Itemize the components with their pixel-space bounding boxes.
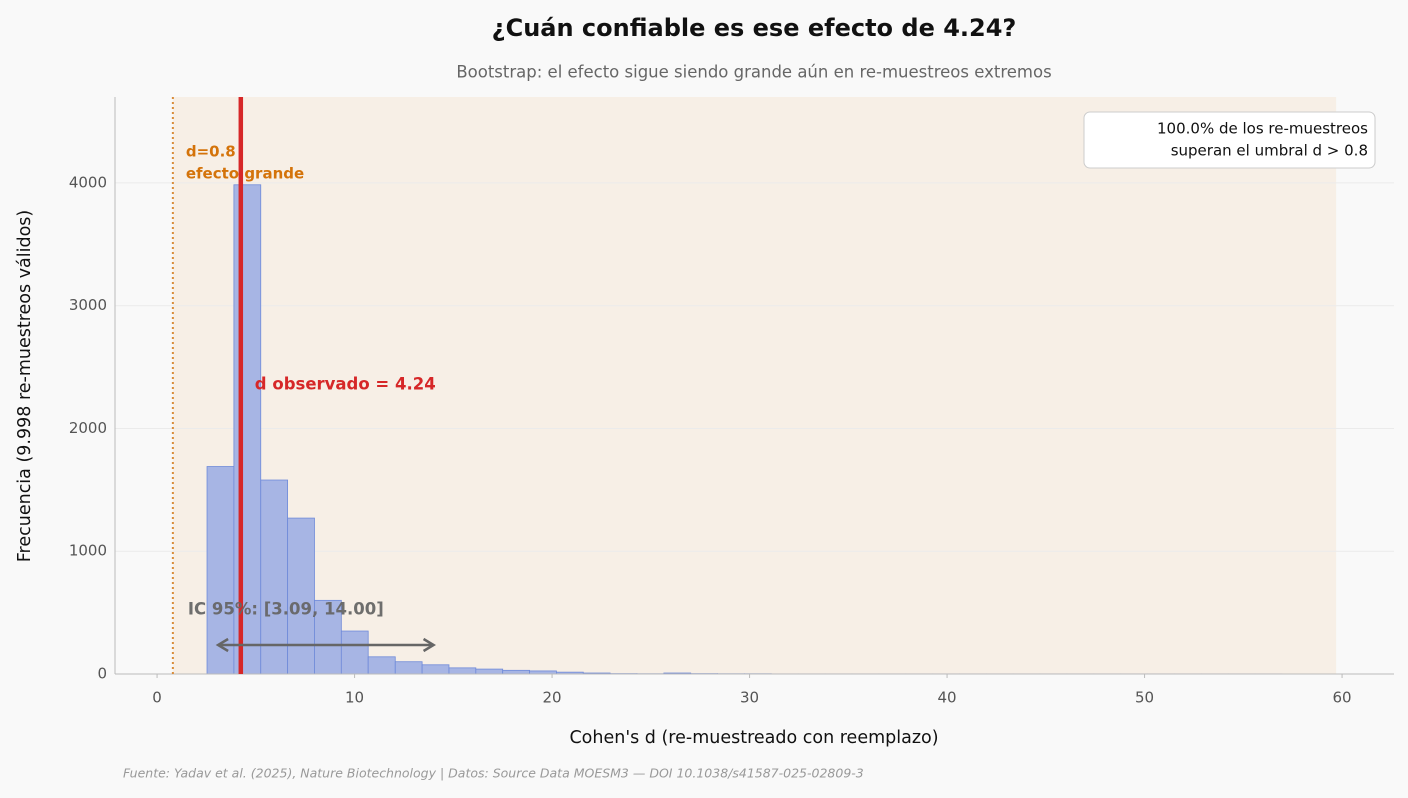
x-tick-label: 30	[740, 689, 759, 707]
chart-title: ¿Cuán confiable es ese efecto de 4.24?	[492, 14, 1017, 42]
bar	[314, 599, 342, 675]
bar	[367, 656, 396, 675]
y-tick-label: 0	[97, 665, 107, 683]
chart-subtitle: Bootstrap: el efecto sigue siendo grande…	[456, 63, 1051, 82]
bar	[421, 664, 450, 675]
bar	[502, 669, 530, 675]
y-tick-label: 1000	[69, 542, 107, 560]
bar	[260, 479, 289, 675]
summary-text: 100.0% de los re-muestreos	[1157, 120, 1368, 138]
source-note: Fuente: Yadav et al. (2025), Nature Biot…	[123, 766, 864, 781]
bar	[475, 668, 504, 675]
x-axis-label: Cohen's d (re-muestreado con reemplazo)	[569, 728, 938, 748]
threshold-label: efecto grande	[186, 165, 304, 183]
y-axis-label: Frecuencia (9.998 re-muestreos válidos)	[15, 210, 35, 563]
x-tick-label: 50	[1135, 689, 1154, 707]
ci-arrowhead	[215, 637, 229, 653]
summary-text: superan el umbral d > 0.8	[1171, 142, 1368, 160]
bar	[448, 667, 477, 675]
x-tick-label: 60	[1333, 689, 1352, 707]
bar	[233, 184, 262, 675]
ci-label: IC 95%: [3.09, 14.00]	[188, 600, 384, 619]
x-tick-label: 40	[938, 689, 957, 707]
summary-box	[1083, 111, 1376, 169]
threshold-label: d=0.8	[186, 143, 236, 161]
x-tick-label: 10	[345, 689, 364, 707]
observed-label: d observado = 4.24	[255, 375, 436, 394]
x-tick-label: 0	[152, 689, 162, 707]
y-tick-label: 3000	[69, 296, 107, 314]
y-tick-label: 4000	[69, 173, 107, 191]
shaded-region	[172, 97, 1337, 674]
x-tick-label: 20	[543, 689, 562, 707]
ci-arrowhead	[422, 637, 436, 653]
bar	[287, 517, 315, 675]
y-tick-label: 2000	[69, 419, 107, 437]
bar	[394, 661, 423, 675]
bar	[340, 630, 369, 675]
